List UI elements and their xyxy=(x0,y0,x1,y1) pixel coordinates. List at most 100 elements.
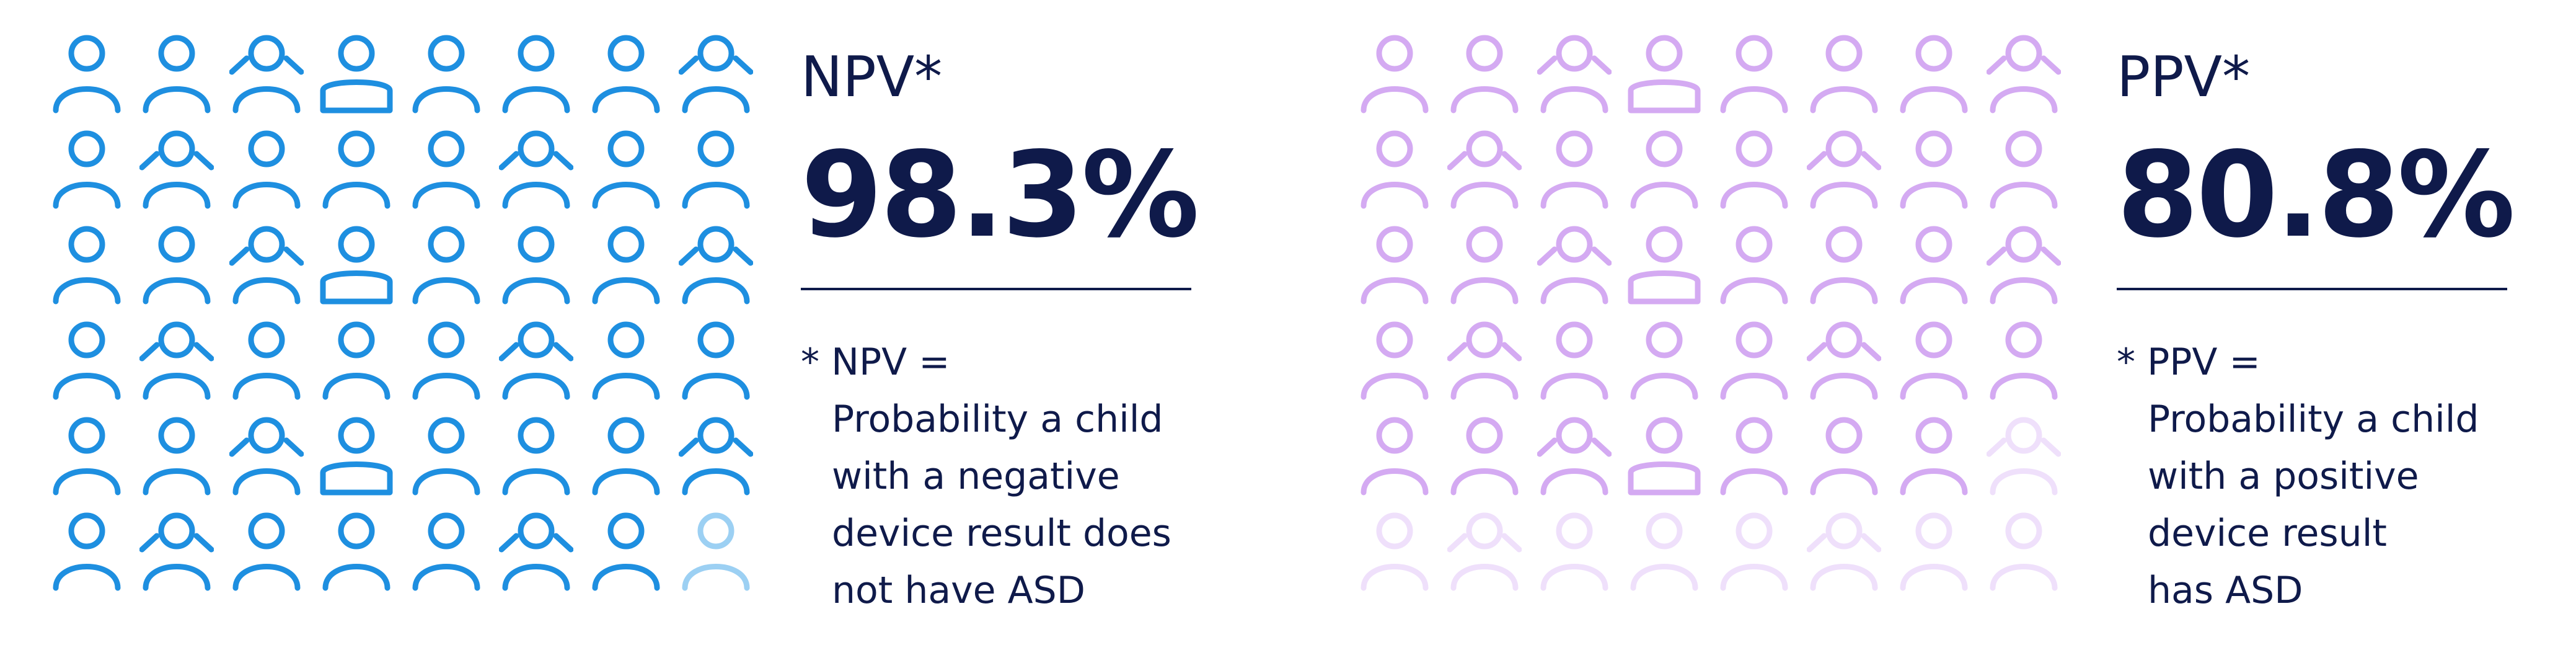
person-icon xyxy=(50,127,124,210)
person-icon xyxy=(589,318,663,401)
person-icon xyxy=(499,413,573,496)
person-icon xyxy=(319,127,394,210)
person-icon xyxy=(229,509,304,592)
person-icon xyxy=(1987,127,2061,210)
npv-footnote-line-2: with a negative xyxy=(832,455,1120,498)
person-icon xyxy=(1807,31,1881,114)
npv-footnote-line-3: device result does xyxy=(832,512,1171,555)
person-icon xyxy=(1717,222,1791,305)
person-icon xyxy=(679,31,753,114)
person-icon xyxy=(1897,413,1971,496)
npv-icon-grid xyxy=(50,31,753,604)
ppv-footnote-line-4: has ASD xyxy=(2148,569,2303,612)
ppv-footnote-line-3: device result xyxy=(2148,512,2387,555)
person-icon xyxy=(319,222,394,305)
npv-footnote: * NPV = Probability a child with a negat… xyxy=(801,334,1198,619)
person-icon xyxy=(1987,31,2061,114)
person-icon xyxy=(1897,318,1971,401)
person-icon xyxy=(319,31,394,114)
person-icon xyxy=(319,509,394,592)
person-icon xyxy=(1807,413,1881,496)
person-icon xyxy=(1717,509,1791,592)
person-icon xyxy=(1537,222,1612,305)
person-icon xyxy=(139,509,214,592)
person-icon xyxy=(679,509,753,592)
person-icon xyxy=(1357,31,1432,114)
person-icon xyxy=(1447,127,1522,210)
person-icon xyxy=(139,31,214,114)
person-icon xyxy=(409,127,483,210)
person-icon xyxy=(1897,222,1971,305)
person-icon xyxy=(589,509,663,592)
person-icon xyxy=(499,127,573,210)
person-icon xyxy=(499,222,573,305)
person-icon xyxy=(50,413,124,496)
person-icon xyxy=(1717,413,1791,496)
npv-divider xyxy=(801,288,1191,290)
person-icon xyxy=(589,413,663,496)
person-icon xyxy=(1447,509,1522,592)
person-icon xyxy=(1357,127,1432,210)
ppv-footnote-line-1: Probability a child xyxy=(2148,398,2479,441)
person-icon xyxy=(1627,31,1701,114)
ppv-panel: PPV* 80.8% * PPV = Probability a child w… xyxy=(2117,43,2515,619)
person-icon xyxy=(1627,509,1701,592)
person-icon xyxy=(1357,413,1432,496)
person-icon xyxy=(409,413,483,496)
ppv-value: 80.8% xyxy=(2117,127,2515,264)
person-icon xyxy=(1717,127,1791,210)
person-icon xyxy=(499,31,573,114)
person-icon xyxy=(139,222,214,305)
person-icon xyxy=(499,318,573,401)
ppv-footnote-line-2: with a positive xyxy=(2148,455,2419,498)
person-icon xyxy=(1897,127,1971,210)
person-icon xyxy=(50,31,124,114)
person-icon xyxy=(1807,222,1881,305)
person-icon xyxy=(1987,509,2061,592)
person-icon xyxy=(1447,318,1522,401)
person-icon xyxy=(1627,222,1701,305)
person-icon xyxy=(589,127,663,210)
person-icon xyxy=(50,318,124,401)
person-icon xyxy=(1357,222,1432,305)
person-icon xyxy=(229,318,304,401)
ppv-divider xyxy=(2117,288,2507,290)
person-icon xyxy=(1807,127,1881,210)
person-icon xyxy=(139,318,214,401)
person-icon xyxy=(589,31,663,114)
person-icon xyxy=(1897,31,1971,114)
ppv-footnote: * PPV = Probability a child with a posit… xyxy=(2117,334,2513,619)
person-icon xyxy=(1357,509,1432,592)
npv-footnote-line-1: Probability a child xyxy=(832,398,1163,441)
person-icon xyxy=(409,222,483,305)
person-icon xyxy=(229,31,304,114)
person-icon xyxy=(229,222,304,305)
person-icon xyxy=(1807,509,1881,592)
person-icon xyxy=(1717,318,1791,401)
person-icon xyxy=(1537,318,1612,401)
person-icon xyxy=(50,222,124,305)
person-icon xyxy=(1987,222,2061,305)
person-icon xyxy=(409,318,483,401)
person-icon xyxy=(499,509,573,592)
person-icon xyxy=(229,127,304,210)
person-icon xyxy=(679,127,753,210)
person-icon xyxy=(139,413,214,496)
person-icon xyxy=(50,509,124,592)
person-icon xyxy=(1537,509,1612,592)
person-icon xyxy=(1537,127,1612,210)
person-icon xyxy=(1537,413,1612,496)
person-icon xyxy=(1357,318,1432,401)
person-icon xyxy=(1447,413,1522,496)
person-icon xyxy=(679,413,753,496)
person-icon xyxy=(1627,127,1701,210)
person-icon xyxy=(1897,509,1971,592)
ppv-icon-grid xyxy=(1357,31,2061,604)
npv-panel: NPV* 98.3% * NPV = Probability a child w… xyxy=(801,43,1199,619)
person-icon xyxy=(409,509,483,592)
person-icon xyxy=(1717,31,1791,114)
person-icon xyxy=(1627,413,1701,496)
npv-label: NPV* xyxy=(801,45,943,110)
person-icon xyxy=(1627,318,1701,401)
person-icon xyxy=(1537,31,1612,114)
